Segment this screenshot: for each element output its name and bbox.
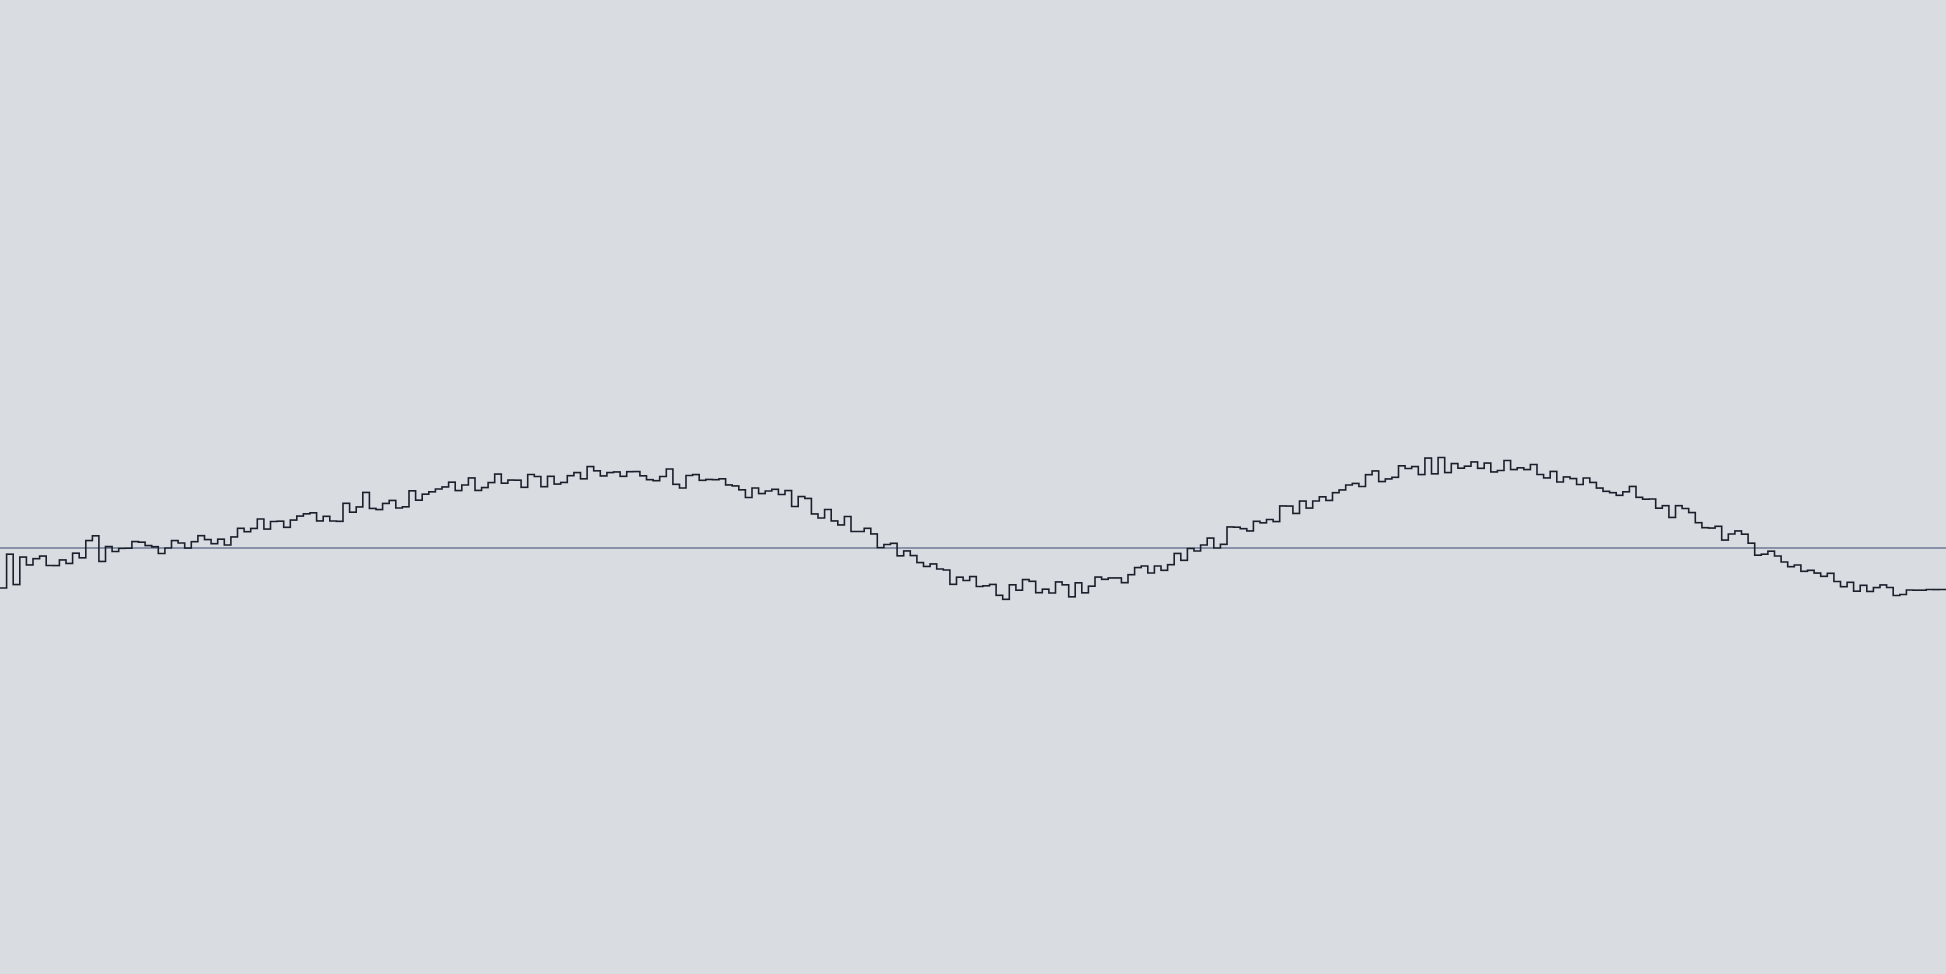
waveform-series: [0, 456, 1946, 601]
waveform-line: [0, 456, 1946, 601]
